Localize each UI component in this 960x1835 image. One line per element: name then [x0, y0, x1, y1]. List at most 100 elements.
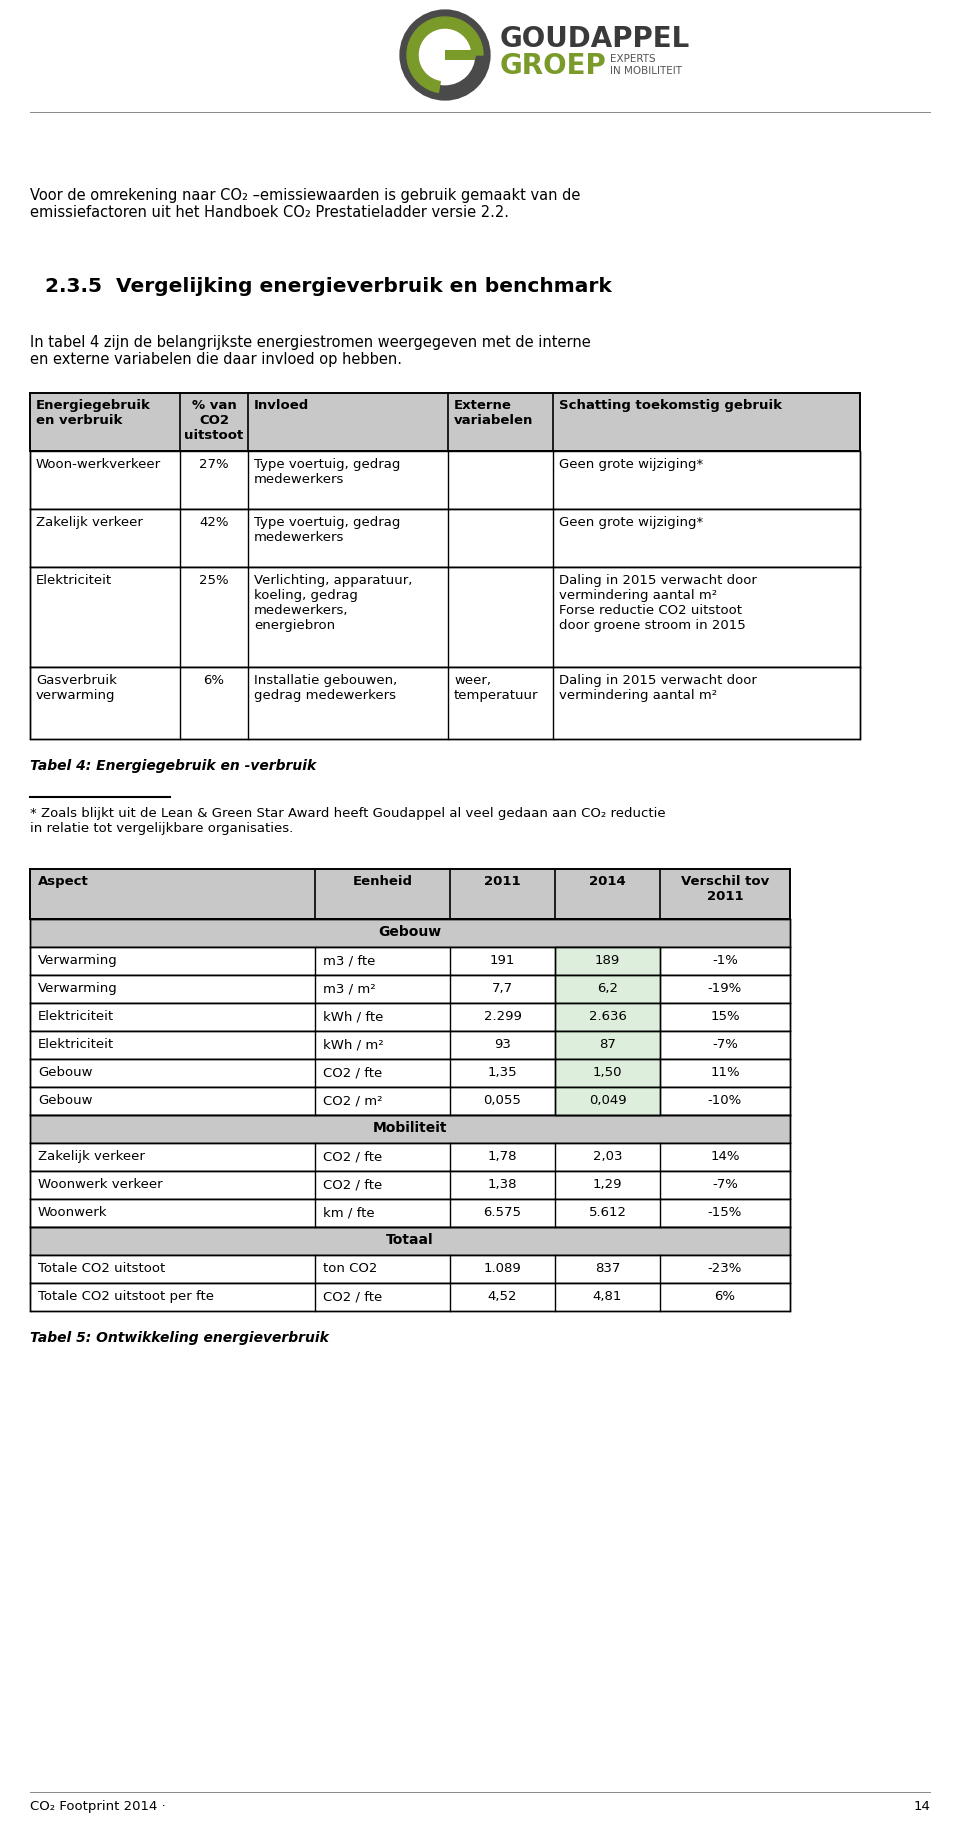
- FancyBboxPatch shape: [445, 50, 475, 61]
- Text: Verschil tov
2011: Verschil tov 2011: [681, 875, 769, 903]
- Text: Zakelijk verkeer: Zakelijk verkeer: [38, 1151, 145, 1163]
- Text: weer,
temperatuur: weer, temperatuur: [454, 673, 539, 703]
- Text: Voor de omrekening naar CO₂ –emissiewaarden is gebruik gemaakt van de
emissiefac: Voor de omrekening naar CO₂ –emissiewaar…: [30, 187, 581, 220]
- FancyBboxPatch shape: [30, 1059, 790, 1086]
- Text: Woonwerk: Woonwerk: [38, 1206, 108, 1218]
- FancyBboxPatch shape: [30, 1116, 790, 1143]
- Text: -1%: -1%: [712, 954, 738, 967]
- Text: 27%: 27%: [199, 459, 228, 472]
- Text: -19%: -19%: [708, 982, 742, 995]
- Text: 1,29: 1,29: [592, 1178, 622, 1191]
- Text: Verlichting, apparatuur,
koeling, gedrag
medewerkers,
energiebron: Verlichting, apparatuur, koeling, gedrag…: [254, 574, 413, 631]
- Text: Eenheid: Eenheid: [352, 875, 413, 888]
- Text: Aspect: Aspect: [38, 875, 88, 888]
- FancyBboxPatch shape: [30, 1255, 790, 1283]
- Text: Totale CO2 uitstoot: Totale CO2 uitstoot: [38, 1262, 165, 1275]
- FancyBboxPatch shape: [30, 1086, 790, 1116]
- Text: 2,03: 2,03: [592, 1151, 622, 1163]
- Text: Totaal: Totaal: [386, 1233, 434, 1248]
- Text: 42%: 42%: [200, 516, 228, 528]
- Text: 1,50: 1,50: [592, 1066, 622, 1079]
- Text: 15%: 15%: [710, 1009, 740, 1022]
- Text: 1,38: 1,38: [488, 1178, 517, 1191]
- Text: Schatting toekomstig gebruik: Schatting toekomstig gebruik: [559, 398, 782, 413]
- FancyBboxPatch shape: [30, 1283, 790, 1310]
- Text: CO2 / fte: CO2 / fte: [323, 1290, 382, 1303]
- Text: Gasverbruik
verwarming: Gasverbruik verwarming: [36, 673, 117, 703]
- Text: Installatie gebouwen,
gedrag medewerkers: Installatie gebouwen, gedrag medewerkers: [254, 673, 397, 703]
- Text: GOUDAPPEL: GOUDAPPEL: [500, 26, 690, 53]
- Text: Gebouw: Gebouw: [378, 925, 442, 940]
- FancyBboxPatch shape: [555, 1031, 660, 1059]
- Text: 11%: 11%: [710, 1066, 740, 1079]
- Text: Energiegebruik
en verbruik: Energiegebruik en verbruik: [36, 398, 151, 428]
- Text: m3 / fte: m3 / fte: [323, 954, 375, 967]
- Text: 1,35: 1,35: [488, 1066, 517, 1079]
- Text: 14%: 14%: [710, 1151, 740, 1163]
- Text: Tabel 5: Ontwikkeling energieverbruik: Tabel 5: Ontwikkeling energieverbruik: [30, 1330, 329, 1345]
- FancyBboxPatch shape: [30, 870, 790, 919]
- FancyBboxPatch shape: [30, 974, 790, 1004]
- Text: -23%: -23%: [708, 1262, 742, 1275]
- Text: Externe
variabelen: Externe variabelen: [454, 398, 534, 428]
- Text: * Zoals blijkt uit de Lean & Green Star Award heeft Goudappel al veel gedaan aan: * Zoals blijkt uit de Lean & Green Star …: [30, 807, 665, 835]
- Text: Gebouw: Gebouw: [38, 1094, 92, 1107]
- Text: Totale CO2 uitstoot per fte: Totale CO2 uitstoot per fte: [38, 1290, 214, 1303]
- FancyBboxPatch shape: [30, 947, 790, 974]
- Text: 0,055: 0,055: [484, 1094, 521, 1107]
- Text: 2014: 2014: [589, 875, 626, 888]
- Text: CO2 / fte: CO2 / fte: [323, 1151, 382, 1163]
- Text: Woon-werkverkeer: Woon-werkverkeer: [36, 459, 161, 472]
- Text: 2.3.5  Vergelijking energieverbruik en benchmark: 2.3.5 Vergelijking energieverbruik en be…: [45, 277, 612, 295]
- Text: Woonwerk verkeer: Woonwerk verkeer: [38, 1178, 162, 1191]
- Text: 5.612: 5.612: [588, 1206, 627, 1218]
- Text: Daling in 2015 verwacht door
vermindering aantal m²
Forse reductie CO2 uitstoot
: Daling in 2015 verwacht door verminderin…: [559, 574, 756, 631]
- Text: Tabel 4: Energiegebruik en -verbruik: Tabel 4: Energiegebruik en -verbruik: [30, 760, 316, 773]
- Text: 7,7: 7,7: [492, 982, 513, 995]
- Text: Invloed: Invloed: [254, 398, 309, 413]
- Text: Type voertuig, gedrag
medewerkers: Type voertuig, gedrag medewerkers: [254, 516, 400, 543]
- Text: In tabel 4 zijn de belangrijkste energiestromen weergegeven met de interne
en ex: In tabel 4 zijn de belangrijkste energie…: [30, 336, 590, 367]
- Text: 6.575: 6.575: [484, 1206, 521, 1218]
- Text: 25%: 25%: [199, 574, 228, 587]
- Text: km / fte: km / fte: [323, 1206, 374, 1218]
- Text: -7%: -7%: [712, 1039, 738, 1051]
- Text: Elektriciteit: Elektriciteit: [38, 1039, 114, 1051]
- Text: 87: 87: [599, 1039, 616, 1051]
- Text: 837: 837: [595, 1262, 620, 1275]
- Text: Geen grote wijziging*: Geen grote wijziging*: [559, 516, 704, 528]
- Text: Elektriciteit: Elektriciteit: [38, 1009, 114, 1022]
- Text: 2011: 2011: [484, 875, 521, 888]
- FancyBboxPatch shape: [555, 1086, 660, 1116]
- Text: Daling in 2015 verwacht door
vermindering aantal m²: Daling in 2015 verwacht door verminderin…: [559, 673, 756, 703]
- Text: GROEP: GROEP: [500, 51, 607, 81]
- Text: 4,52: 4,52: [488, 1290, 517, 1303]
- Text: Verwarming: Verwarming: [38, 982, 118, 995]
- Text: Verwarming: Verwarming: [38, 954, 118, 967]
- Text: m3 / m²: m3 / m²: [323, 982, 375, 995]
- Text: 93: 93: [494, 1039, 511, 1051]
- Text: EXPERTS
IN MOBILITEIT: EXPERTS IN MOBILITEIT: [610, 53, 682, 75]
- Text: Geen grote wijziging*: Geen grote wijziging*: [559, 459, 704, 472]
- Text: CO₂ Footprint 2014 ·: CO₂ Footprint 2014 ·: [30, 1800, 166, 1813]
- Text: -15%: -15%: [708, 1206, 742, 1218]
- FancyBboxPatch shape: [30, 393, 860, 451]
- Text: 189: 189: [595, 954, 620, 967]
- FancyBboxPatch shape: [30, 919, 790, 947]
- Text: 2.636: 2.636: [588, 1009, 627, 1022]
- Text: ton CO2: ton CO2: [323, 1262, 377, 1275]
- FancyBboxPatch shape: [555, 1004, 660, 1031]
- Text: -10%: -10%: [708, 1094, 742, 1107]
- Text: Type voertuig, gedrag
medewerkers: Type voertuig, gedrag medewerkers: [254, 459, 400, 486]
- Text: 0,049: 0,049: [588, 1094, 626, 1107]
- FancyBboxPatch shape: [30, 1143, 790, 1171]
- Text: 4,81: 4,81: [593, 1290, 622, 1303]
- FancyBboxPatch shape: [30, 1228, 790, 1255]
- FancyBboxPatch shape: [30, 567, 860, 666]
- FancyBboxPatch shape: [555, 947, 660, 974]
- FancyBboxPatch shape: [30, 451, 860, 508]
- Text: 14: 14: [913, 1800, 930, 1813]
- Text: -7%: -7%: [712, 1178, 738, 1191]
- FancyBboxPatch shape: [30, 1004, 790, 1031]
- Text: kWh / fte: kWh / fte: [323, 1009, 383, 1022]
